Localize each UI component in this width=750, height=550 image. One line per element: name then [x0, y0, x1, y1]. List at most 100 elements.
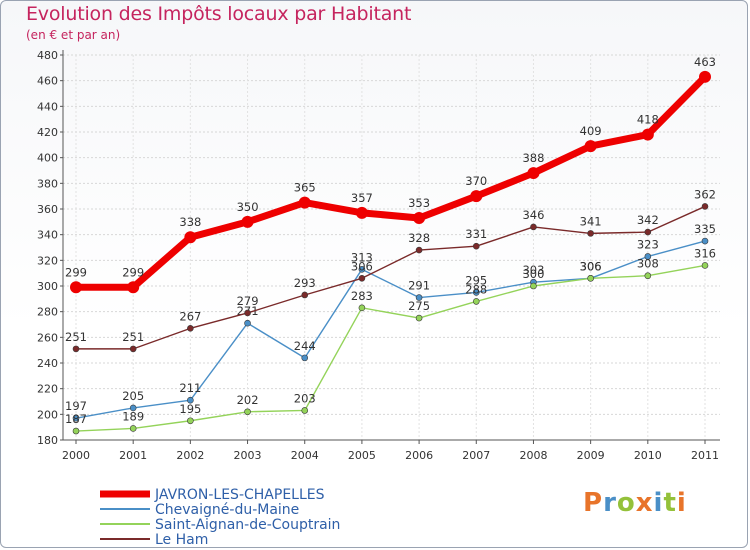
data-label: 323: [637, 237, 659, 251]
data-label: 244: [294, 339, 316, 353]
legend-label: Le Ham: [155, 532, 208, 548]
data-label: 197: [65, 399, 87, 413]
data-point: [301, 354, 309, 362]
y-tick-label: 420: [37, 126, 58, 139]
data-label: 306: [351, 259, 373, 273]
data-label: 331: [465, 227, 487, 241]
series-line-chevaigne-du-maine: [75, 240, 706, 419]
y-tick-label: 280: [37, 306, 58, 319]
data-label: 346: [522, 208, 544, 222]
data-point: [587, 274, 594, 282]
data-point: [644, 253, 652, 260]
data-point: [472, 298, 480, 305]
x-tick-label: 2009: [577, 449, 605, 462]
data-label: 195: [179, 402, 201, 416]
data-label: 189: [122, 409, 144, 423]
data-point: [641, 128, 654, 141]
data-label: 357: [351, 191, 373, 205]
y-tick-label: 200: [37, 408, 58, 421]
data-point: [699, 70, 711, 83]
y-tick-label: 360: [37, 203, 58, 216]
data-label: 279: [237, 294, 259, 308]
y-tick-label: 320: [37, 254, 58, 267]
data-label: 293: [294, 276, 316, 290]
data-label: 288: [465, 282, 487, 296]
data-point: [187, 417, 194, 425]
data-label: 353: [408, 196, 430, 210]
data-label: 335: [694, 222, 716, 236]
y-tick-label: 480: [37, 49, 58, 62]
data-point: [355, 206, 368, 219]
data-label: 251: [122, 330, 144, 344]
data-label: 341: [580, 214, 602, 228]
data-point: [701, 262, 709, 269]
data-point: [358, 266, 366, 273]
x-tick-label: 2010: [634, 449, 662, 462]
data-point: [241, 215, 254, 228]
legend-label: JAVRON-LES-CHAPELLES: [154, 487, 325, 503]
chart-subtitle: (en € et par an): [26, 28, 121, 42]
data-label: 418: [637, 113, 659, 127]
y-tick-label: 400: [37, 152, 58, 165]
data-point: [530, 223, 537, 231]
series-line-le-ham: [75, 205, 706, 350]
y-tick-label: 300: [37, 280, 58, 293]
data-point: [129, 404, 137, 412]
legend-label: Saint-Aignan-de-Couptrain: [155, 517, 340, 533]
data-label: 370: [465, 174, 487, 188]
data-label: 267: [179, 309, 201, 323]
data-label: 303: [522, 263, 544, 277]
data-label: 313: [351, 250, 373, 264]
data-label: 328: [408, 231, 430, 245]
data-label: 308: [637, 257, 659, 271]
y-tick-label: 460: [37, 75, 58, 88]
y-tick-label: 240: [37, 357, 58, 370]
data-label: 362: [694, 187, 716, 201]
data-label: 306: [580, 259, 602, 273]
data-point: [701, 203, 709, 210]
x-tick-label: 2000: [62, 449, 90, 462]
series-line-javron-les-chapelles: [72, 73, 709, 291]
data-label: 211: [179, 381, 201, 395]
y-tick-label: 180: [37, 434, 58, 447]
data-label: 203: [294, 391, 316, 405]
data-point: [298, 196, 311, 209]
data-point: [72, 414, 80, 422]
data-label: 306: [580, 259, 602, 273]
data-point: [127, 281, 140, 294]
y-tick-label: 340: [37, 229, 58, 242]
data-point: [472, 289, 480, 296]
data-label: 187: [65, 412, 87, 426]
data-label: 409: [580, 124, 602, 138]
data-point: [187, 396, 194, 404]
data-label: 205: [122, 389, 144, 403]
x-tick-label: 2002: [176, 449, 204, 462]
data-point: [644, 272, 652, 280]
data-point: [184, 231, 197, 244]
data-label: 295: [465, 273, 487, 287]
data-point: [472, 242, 480, 250]
data-label: 300: [522, 267, 544, 281]
data-label: 299: [122, 265, 144, 279]
data-point: [244, 319, 251, 327]
data-label: 342: [637, 213, 659, 227]
data-point: [415, 314, 423, 322]
data-label: 202: [237, 393, 259, 407]
x-tick-label: 2005: [348, 449, 376, 462]
data-point: [470, 190, 483, 203]
legend-label: Chevaigné-du-Maine: [155, 502, 299, 518]
y-tick-label: 220: [37, 383, 58, 396]
data-label: 275: [408, 299, 430, 313]
data-label: 251: [65, 330, 87, 344]
data-label: 291: [408, 279, 430, 293]
x-tick-label: 2007: [462, 449, 490, 462]
data-point: [701, 237, 709, 245]
data-point: [72, 427, 80, 435]
data-label: 365: [294, 181, 316, 195]
x-tick-label: 2011: [691, 449, 719, 462]
data-point: [415, 294, 423, 301]
data-point: [415, 246, 423, 254]
chart-title: Evolution des Impôts locaux par Habitant: [26, 3, 412, 25]
